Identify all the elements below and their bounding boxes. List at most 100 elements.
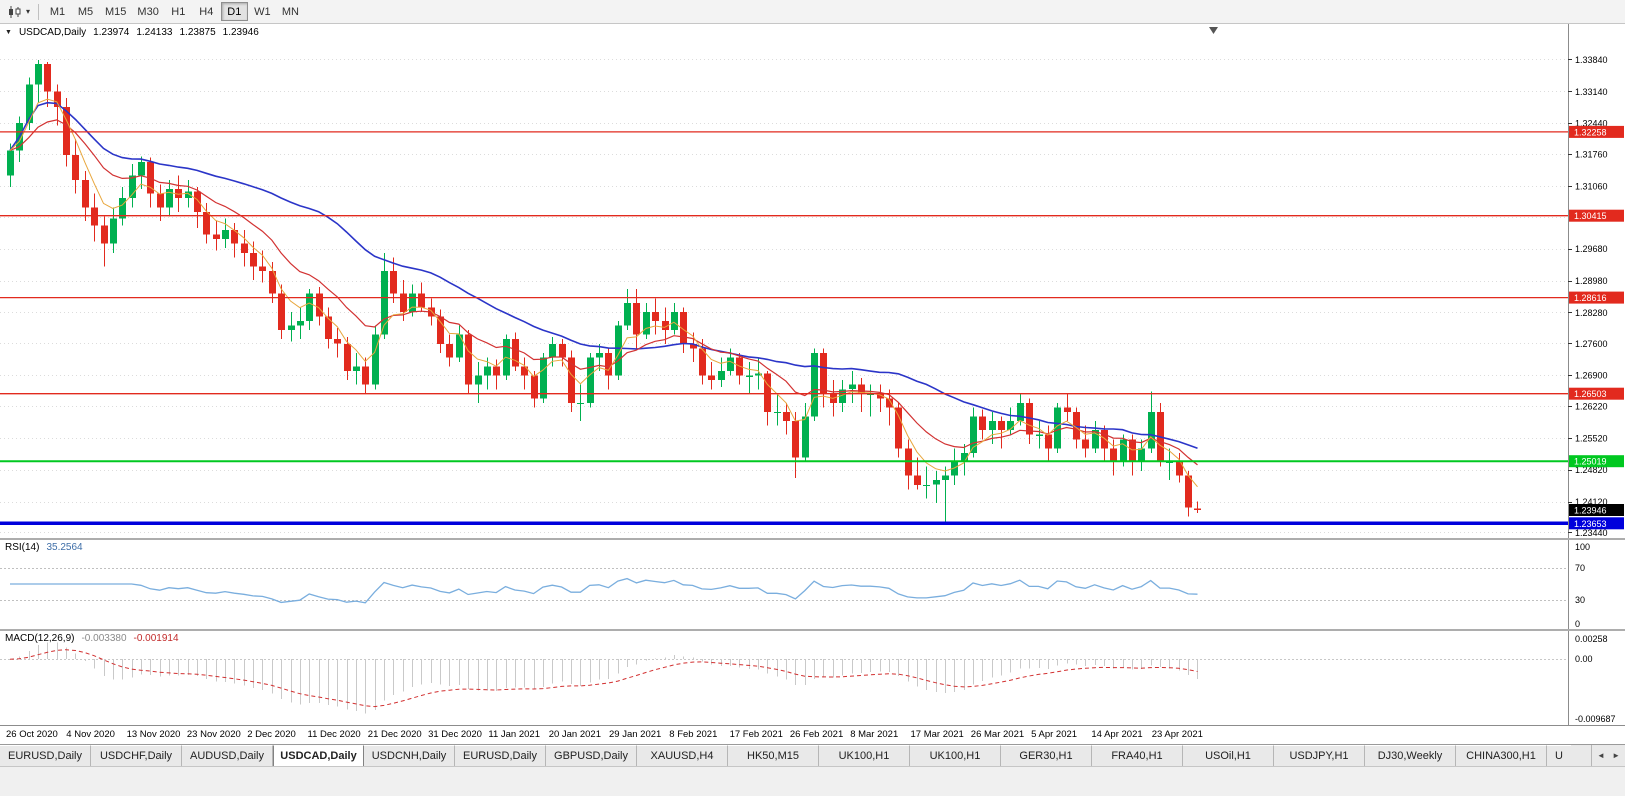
chart-tab-hk50-m15[interactable]: HK50,M15 — [728, 745, 819, 766]
price-tag-label: 1.30415 — [1574, 211, 1607, 221]
date-axis-label: 26 Mar 2021 — [970, 729, 1025, 740]
date-axis-label: 8 Mar 2021 — [850, 729, 899, 740]
chart-tab-uk100-h1[interactable]: UK100,H1 — [819, 745, 910, 766]
candlesticks — [7, 59, 1201, 524]
chart-type-button[interactable]: ▾ — [4, 4, 33, 20]
collapse-arrow-icon[interactable]: ▼ — [5, 29, 12, 36]
chart-window: 1.33840 1.33140 1.32440 1.31760 1.31060 1.296… — [0, 24, 1625, 744]
indicator-line — [9, 119, 1198, 466]
date-axis-label: 17 Mar 2021 — [910, 729, 964, 740]
tab-scroll-right-icon[interactable]: ► — [1612, 751, 1620, 760]
panel-divider[interactable] — [0, 629, 1625, 631]
price-axis-label: 1.25520 — [1575, 433, 1608, 443]
price-axis-label: 1.31760 — [1575, 150, 1608, 160]
macd-chart-canvas[interactable]: 0.00258 0.00 -0.009687 — [0, 631, 1625, 725]
price-panel: 1.33840 1.33140 1.32440 1.31760 1.31060 1.296… — [0, 24, 1625, 538]
price-axis-label: 1.28980 — [1575, 276, 1608, 286]
indicator-line — [9, 98, 1198, 488]
price-tag-label: 1.32258 — [1574, 127, 1607, 137]
chart-tab-audusd-daily[interactable]: AUDUSD,Daily — [182, 745, 273, 766]
rsi-chart-canvas[interactable]: 100 70 30 0 — [0, 540, 1625, 629]
chart-tab-gbpusd-daily[interactable]: GBPUSD,Daily — [546, 745, 637, 766]
candlestick-chart-icon — [9, 5, 21, 18]
timeframe-button-h4[interactable]: H4 — [199, 6, 214, 18]
price-tag-label: 1.26503 — [1574, 389, 1607, 399]
price-tag-badge — [1569, 209, 1624, 222]
status-bar — [0, 766, 1625, 796]
axis-label: 0.00258 — [1575, 634, 1608, 644]
price-chart-canvas[interactable]: 1.33840 1.33140 1.32440 1.31760 1.31060 1.296… — [0, 24, 1625, 538]
price-axis-label: 1.31060 — [1575, 181, 1608, 191]
tab-scroll-controls: ◄ ► — [1591, 745, 1625, 766]
price-axis-label: 1.27600 — [1575, 339, 1608, 349]
chart-tab-eurusd-daily[interactable]: EURUSD,Daily — [0, 745, 91, 766]
toolbar: ▾ M1 M5 M15 M30 H1 H4 D1 W1 MN — [0, 0, 1625, 24]
price-tag-label: 1.25019 — [1574, 457, 1607, 467]
chart-shift-marker-icon[interactable] — [1209, 27, 1218, 34]
timeframe-button-d1[interactable]: D1 — [220, 2, 248, 21]
indicator-line — [9, 649, 1198, 708]
axis-label: -0.009687 — [1575, 714, 1616, 724]
price-axis-label: 1.33140 — [1575, 87, 1608, 97]
axis-label: 0 — [1575, 619, 1580, 629]
axis-label: 100 — [1575, 542, 1590, 552]
timeframe-button-h1[interactable]: H1 — [171, 6, 186, 18]
rsi-panel: 100 70 30 0 RSI(14) 35.2564 — [0, 540, 1625, 629]
timeframe-button-m5[interactable]: M5 — [77, 6, 94, 18]
price-tag-label: 1.23946 — [1574, 505, 1607, 515]
price-axis-label: 1.33840 — [1575, 55, 1608, 65]
chart-tab-xauusd-h4[interactable]: XAUUSD,H4 — [637, 745, 728, 766]
timeframe-button-m1[interactable]: M1 — [49, 6, 66, 18]
date-axis-label: 8 Feb 2021 — [669, 729, 718, 740]
chart-tab-usdcad-daily[interactable]: USDCAD,Daily — [273, 745, 364, 766]
chart-tab-china300-h1[interactable]: CHINA300,H1 — [1456, 745, 1547, 766]
date-axis-label: 20 Jan 2021 — [548, 729, 601, 740]
chart-tab-fra40-h1[interactable]: FRA40,H1 — [1092, 745, 1183, 766]
chart-tab-usdcnh-daily[interactable]: USDCNH,Daily — [364, 745, 455, 766]
date-axis-label: 23 Apr 2021 — [1151, 729, 1203, 740]
tab-scroll-left-icon[interactable]: ◄ — [1597, 751, 1605, 760]
axis-label: 30 — [1575, 595, 1585, 605]
timeframe-button-m30[interactable]: M30 — [137, 6, 159, 18]
price-axis-label: 1.32440 — [1575, 119, 1608, 129]
timeframe-button-m15[interactable]: M15 — [105, 6, 127, 18]
price-tag-badge — [1569, 125, 1624, 138]
chevron-down-icon: ▾ — [26, 6, 31, 16]
chart-tab-uk100-h1[interactable]: UK100,H1 — [910, 745, 1001, 766]
price-axis-label: 1.26900 — [1575, 371, 1608, 381]
date-axis-label: 2 Dec 2020 — [247, 729, 296, 740]
price-axis-label: 1.28280 — [1575, 308, 1608, 318]
panel-divider[interactable] — [0, 538, 1625, 540]
chart-tab-usdjpy-h1[interactable]: USDJPY,H1 — [1274, 745, 1365, 766]
date-axis-label: 11 Dec 2020 — [307, 729, 361, 740]
macd-panel: 0.00258 0.00 -0.009687 MACD(12,26,9) -0.00… — [0, 631, 1625, 725]
date-axis-label: 17 Feb 2021 — [729, 729, 783, 740]
indicator-line — [9, 101, 1198, 449]
price-tag-label: 1.23653 — [1574, 519, 1607, 529]
date-axis-label: 29 Jan 2021 — [609, 729, 662, 740]
chart-tab-usoil-h1[interactable]: USOil,H1 — [1183, 745, 1274, 766]
chart-tab-ger30-h1[interactable]: GER30,H1 — [1001, 745, 1092, 766]
price-axis-label: 1.23440 — [1575, 528, 1608, 538]
price-axis-label: 1.26220 — [1575, 402, 1608, 412]
price-tag-badge — [1569, 504, 1624, 516]
price-tag-badge — [1569, 291, 1624, 304]
chart-tab-usdchf-daily[interactable]: USDCHF,Daily — [91, 745, 182, 766]
date-axis-label: 23 Nov 2020 — [186, 729, 241, 740]
chart-tab-u[interactable]: U — [1547, 745, 1571, 766]
chart-tabbar: EURUSD,Daily USDCHF,Daily AUDUSD,Daily USDC… — [0, 744, 1625, 766]
date-axis-label: 14 Apr 2021 — [1091, 729, 1143, 740]
macd-histogram — [19, 642, 1198, 714]
date-axis-label: 26 Feb 2021 — [789, 729, 844, 740]
timeframe-button-mn[interactable]: MN — [281, 6, 299, 18]
chart-tab-dj30-weekly[interactable]: DJ30,Weekly — [1365, 745, 1456, 766]
date-axis-label: 21 Dec 2020 — [367, 729, 422, 740]
date-axis-label: 4 Nov 2020 — [66, 729, 115, 740]
chart-tab-eurusd-daily[interactable]: EURUSD,Daily — [455, 745, 546, 766]
price-tag-badge — [1569, 387, 1624, 400]
price-tag-badge — [1569, 455, 1624, 468]
timeframe-button-w1[interactable]: W1 — [254, 6, 271, 18]
date-axis-label: 13 Nov 2020 — [126, 729, 181, 740]
timeframe-buttons: M1 M5 M15 M30 H1 H4 D1 W1 MN — [44, 2, 305, 21]
chart-tabs: EURUSD,Daily USDCHF,Daily AUDUSD,Daily USDC… — [0, 745, 1591, 766]
